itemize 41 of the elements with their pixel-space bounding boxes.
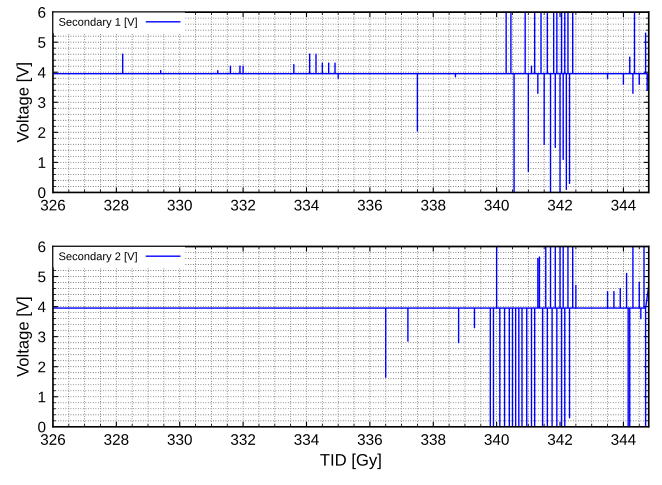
x-tick-label: 326: [40, 434, 66, 445]
y-tick-label: 2: [38, 127, 46, 138]
x-tick-label: 336: [358, 434, 382, 445]
y-tick-label: 5: [38, 272, 46, 282]
y-tick-label: 2: [38, 362, 46, 372]
y-axis-title: Voltage [V]: [16, 63, 32, 143]
x-tick-label: 336: [358, 200, 382, 211]
x-tick-label: 334: [294, 200, 319, 211]
x-tick-label: 344: [611, 434, 636, 445]
line-series: [52, 12, 649, 192]
x-tick-label: 342: [548, 200, 572, 211]
x-tick-label: 340: [484, 434, 509, 445]
y-tick-label: 3: [38, 97, 46, 108]
line-series: [52, 246, 649, 427]
x-tick-label: 330: [168, 434, 192, 445]
y-axis-title: Voltage [V]: [16, 298, 32, 377]
x-tick-label: 328: [104, 200, 128, 211]
x-tick-label: 338: [421, 434, 446, 445]
x-tick-label: 330: [168, 200, 192, 211]
y-tick-label: 5: [38, 37, 46, 48]
x-axis-title: TID [Gy]: [320, 454, 381, 470]
x-tick-label: 334: [294, 434, 319, 445]
x-tick-label: 328: [104, 434, 128, 445]
y-tick-label: 1: [38, 157, 46, 168]
x-tick-label: 340: [484, 200, 509, 211]
x-tick-label: 332: [230, 434, 256, 445]
x-tick-label: 338: [421, 200, 446, 211]
y-tick-label: 3: [38, 332, 46, 342]
legend-label: Secondary 1 [V]: [59, 18, 137, 28]
y-tick-label: 0: [38, 187, 46, 198]
y-tick-label: 0: [38, 422, 46, 432]
y-tick-label: 4: [38, 67, 46, 78]
x-tick-label: 344: [611, 200, 636, 211]
y-tick-label: 4: [38, 302, 46, 312]
y-tick-label: 6: [38, 6, 46, 18]
x-tick-label: 342: [548, 434, 572, 445]
y-tick-label: 6: [38, 241, 46, 252]
y-tick-label: 1: [38, 392, 46, 402]
legend-label: Secondary 2 [V]: [59, 252, 137, 262]
x-tick-label: 326: [40, 200, 66, 211]
x-tick-label: 332: [230, 200, 256, 211]
